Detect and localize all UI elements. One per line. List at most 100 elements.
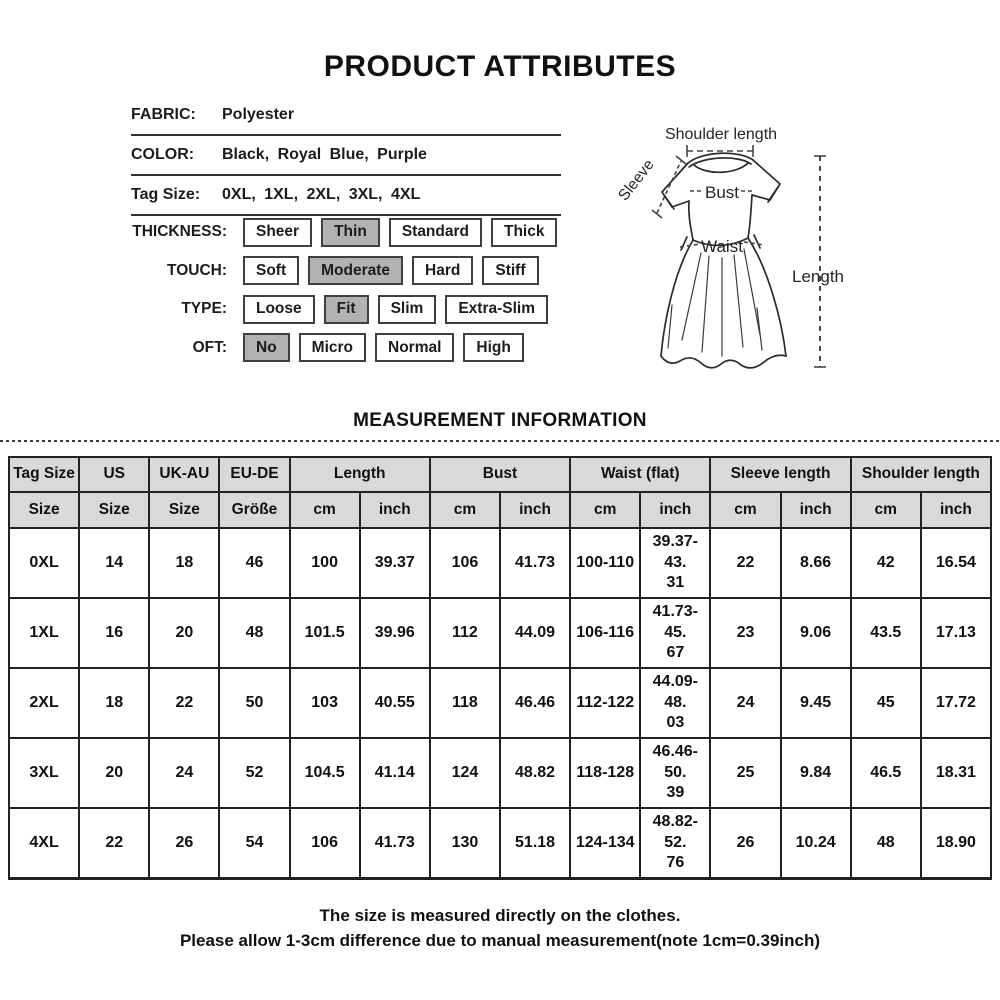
cell: 100-110: [569, 527, 642, 599]
table-row-2xl: 2XL 18 22 50 103 40.55 118 46.46 112-122 44.09-48…: [7, 667, 993, 739]
cell: 18.90: [919, 807, 993, 880]
sleeve-label: Sleeve: [615, 156, 658, 204]
cell: 118: [428, 667, 501, 739]
cell: 25: [709, 737, 782, 809]
shoulder-length-label: Shoulder length: [665, 126, 777, 143]
note-line: Please allow 1-3cm difference due to man…: [179, 931, 821, 950]
option-micro: Micro: [298, 333, 367, 363]
option-row-label: TYPE:: [181, 300, 227, 318]
sub-header-2-size: Size: [148, 491, 221, 529]
attribute-value: Black, Royal Blue, Purple: [222, 146, 427, 163]
option-thin: Thin: [321, 217, 380, 247]
column-group-tag-size: Tag Size: [7, 456, 81, 493]
cell: 18.31: [919, 737, 993, 809]
cell: 9.84: [779, 737, 852, 809]
cell: 24: [709, 667, 782, 739]
column-group-us: US: [78, 456, 151, 493]
option-normal: Normal: [375, 333, 455, 363]
sub-header-11-inch: inch: [779, 491, 852, 529]
option-extra-slim: Extra-Slim: [445, 294, 548, 324]
cell: 3XL: [7, 737, 81, 809]
attribute-label: FABRIC:: [131, 106, 196, 123]
sub-header-6-cm: cm: [428, 491, 501, 529]
option-moderate: Moderate: [308, 256, 404, 286]
waist-label: Waist: [701, 237, 743, 256]
table-sub-header-row: Size Size Size Größe cm inch cm inch cm inch cm inc…: [7, 491, 993, 529]
cell: 124: [428, 737, 501, 809]
column-group-uk-au: UK-AU: [148, 456, 221, 493]
cell: 1XL: [7, 597, 81, 669]
cell: 22: [148, 667, 221, 739]
cell: 50: [218, 667, 291, 739]
option-thick: Thick: [491, 217, 558, 247]
column-group-bust: Bust: [428, 456, 572, 493]
attribute-label: COLOR:: [131, 146, 195, 163]
cell: 8.66: [779, 527, 852, 599]
option-row-oft: OFT: No Micro Normal High: [131, 329, 591, 368]
cell: 52: [218, 737, 291, 809]
footer-notes: The size is measured directly on the clo…: [0, 903, 1000, 953]
cell: 101.5: [288, 597, 361, 669]
sub-header-9-inch: inch: [639, 491, 712, 529]
cell: 104.5: [288, 737, 361, 809]
cell: 2XL: [7, 667, 81, 739]
dotted-separator: [0, 440, 1000, 442]
option-row-label: TOUCH:: [167, 261, 227, 279]
table-group-header-row: Tag Size US UK-AU EU-DE Length Bust Waist (fla…: [7, 456, 993, 493]
sub-header-12-cm: cm: [849, 491, 922, 529]
cell: 0XL: [7, 527, 81, 599]
sub-header-4-cm: cm: [288, 491, 361, 529]
cell: 42: [849, 527, 922, 599]
table-row-0xl: 0XL 14 18 46 100 39.37 106 41.73 100-110 39.37-43…: [7, 527, 993, 599]
cell: 26: [709, 807, 782, 880]
cell: 112: [428, 597, 501, 669]
cell: 18: [148, 527, 221, 599]
sub-header-3-gr-e: Größe: [218, 491, 291, 529]
attribute-option-rows: THICKNESS: Sheer Thin Standard Thick TOUCH: So…: [131, 213, 591, 367]
cell: 17.13: [919, 597, 993, 669]
cell: 41.73: [358, 807, 431, 880]
option-chips: No Micro Normal High: [243, 333, 524, 363]
measurement-title: MEASUREMENT INFORMATION: [353, 410, 647, 431]
attribute-row-fabric: FABRIC: Polyester: [131, 96, 561, 136]
cell: 24: [148, 737, 221, 809]
attribute-row-tag-size: Tag Size: 0XL, 1XL, 2XL, 3XL, 4XL: [131, 176, 561, 216]
sub-header-0-size: Size: [7, 491, 81, 529]
cell: 51.18: [498, 807, 572, 880]
cell: 16: [78, 597, 151, 669]
cell: 124-134: [569, 807, 642, 880]
cell: 44.09-48. 03: [639, 667, 712, 739]
cell: 14: [78, 527, 151, 599]
option-chips: Sheer Thin Standard Thick: [243, 217, 558, 247]
cell: 18: [78, 667, 151, 739]
cell: 46.46-50. 39: [639, 737, 712, 809]
measurement-guides: [651, 145, 826, 368]
column-group-sleeve-length: Sleeve length: [709, 456, 852, 493]
cell: 16.54: [919, 527, 993, 599]
cell: 10.24: [779, 807, 852, 880]
option-row-label: OFT:: [192, 338, 227, 356]
option-fit: Fit: [323, 294, 369, 324]
cell: 46.46: [498, 667, 572, 739]
sub-header-1-size: Size: [78, 491, 151, 529]
cell: 44.09: [498, 597, 572, 669]
cell: 22: [709, 527, 782, 599]
cell: 20: [78, 737, 151, 809]
note-line: The size is measured directly on the clo…: [319, 906, 681, 925]
attribute-value: Polyester: [222, 106, 295, 123]
column-group-eu-de: EU-DE: [218, 456, 291, 493]
cell: 103: [288, 667, 361, 739]
cell: 40.55: [358, 667, 431, 739]
option-chips: Soft Moderate Hard Stiff: [243, 256, 539, 286]
cell: 9.45: [779, 667, 852, 739]
cell: 43.5: [849, 597, 922, 669]
cell: 41.73-45. 67: [639, 597, 712, 669]
cell: 41.14: [358, 737, 431, 809]
option-hard: Hard: [412, 256, 474, 286]
page-title: PRODUCT ATTRIBUTES: [323, 50, 677, 83]
option-row-touch: TOUCH: Soft Moderate Hard Stiff: [131, 252, 591, 291]
cell: 9.06: [779, 597, 852, 669]
cell: 39.96: [358, 597, 431, 669]
cell: 46.5: [849, 737, 922, 809]
cell: 17.72: [919, 667, 993, 739]
